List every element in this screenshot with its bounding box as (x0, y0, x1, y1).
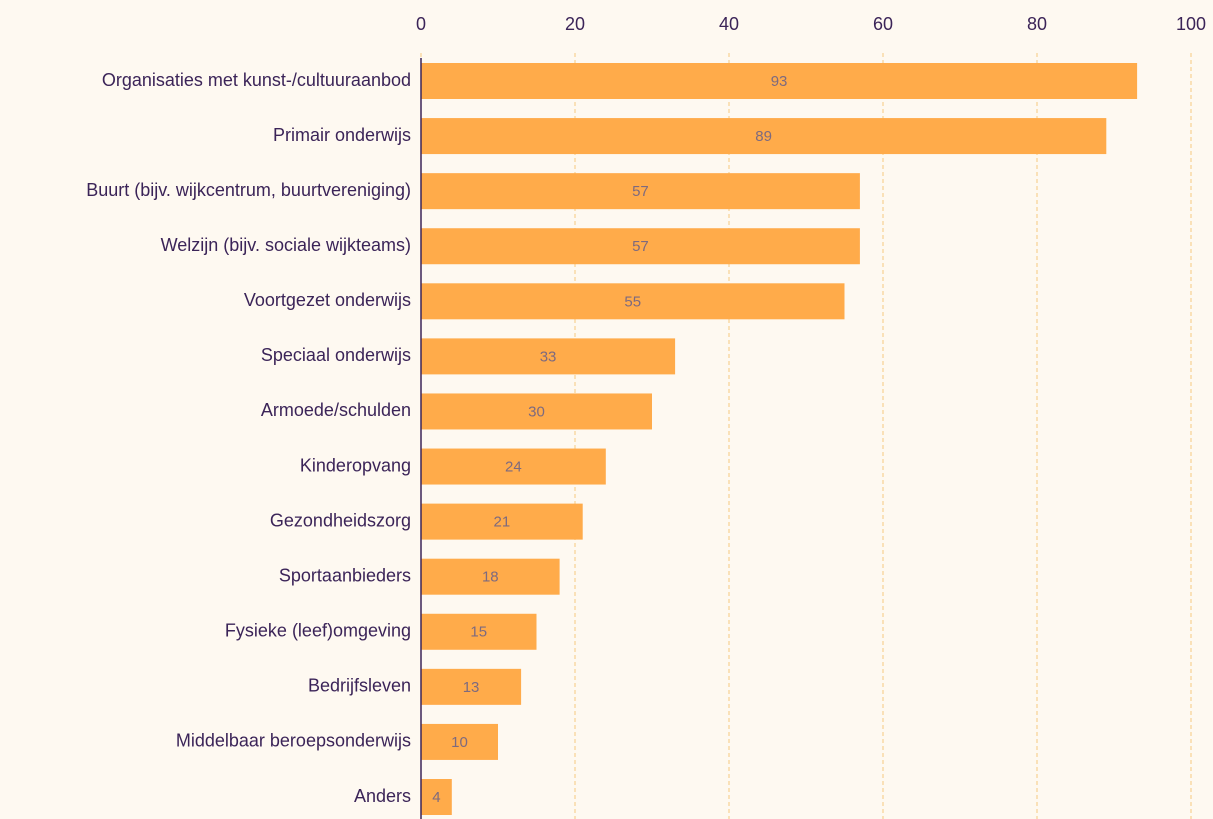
y-tick-label: Gezondheidszorg (270, 510, 411, 530)
bar (421, 668, 522, 705)
data-label: 57 (632, 183, 649, 200)
y-tick-label: Fysieke (leef)omgeving (225, 621, 411, 641)
x-tick-label: 0 (416, 14, 426, 34)
bar (421, 723, 498, 760)
y-tick-label: Voortgezet onderwijs (244, 290, 411, 310)
data-label: 30 (528, 403, 545, 420)
y-tick-label: Armoede/schulden (261, 400, 411, 420)
data-label: 15 (470, 624, 487, 641)
bar (421, 63, 1138, 99)
y-tick-label: Buurt (bijv. wijkcentrum, buurtverenigin… (86, 180, 411, 200)
data-label: 10 (451, 734, 468, 751)
y-tick-label: Anders (354, 786, 411, 806)
y-tick-label: Middelbaar beroepsonderwijs (176, 731, 411, 751)
y-tick-label: Organisaties met kunst-/cultuuraanbod (102, 70, 411, 90)
data-label: 89 (755, 128, 772, 145)
bar (421, 338, 676, 375)
y-tick-label: Welzijn (bijv. sociale wijkteams) (161, 235, 411, 255)
bar (421, 173, 860, 210)
x-tick-label: 80 (1027, 14, 1047, 34)
data-label: 18 (482, 569, 499, 586)
data-label: 57 (632, 238, 649, 255)
data-label: 55 (624, 293, 641, 310)
x-tick-label: 20 (565, 14, 585, 34)
y-tick-label: Kinderopvang (300, 455, 411, 475)
bar (421, 558, 560, 595)
data-label: 13 (463, 679, 480, 696)
x-tick-label: 100 (1176, 14, 1206, 34)
data-label: 21 (494, 514, 511, 531)
bar (421, 393, 652, 430)
y-tick-label: Primair onderwijs (273, 125, 411, 145)
data-label: 4 (432, 789, 440, 806)
y-tick-label: Speciaal onderwijs (261, 345, 411, 365)
bar (421, 503, 583, 540)
y-tick-label: Sportaanbieders (279, 565, 411, 585)
bar (421, 283, 845, 320)
x-tick-label: 40 (719, 14, 739, 34)
bar (421, 448, 606, 485)
data-label: 24 (505, 459, 522, 476)
x-tick-label: 60 (873, 14, 893, 34)
bar (421, 118, 1107, 155)
bar (421, 613, 537, 650)
data-label: 33 (540, 348, 557, 365)
bar (421, 228, 860, 265)
bar (421, 779, 452, 815)
y-tick-label: Bedrijfsleven (308, 676, 411, 696)
data-label: 93 (771, 73, 788, 90)
